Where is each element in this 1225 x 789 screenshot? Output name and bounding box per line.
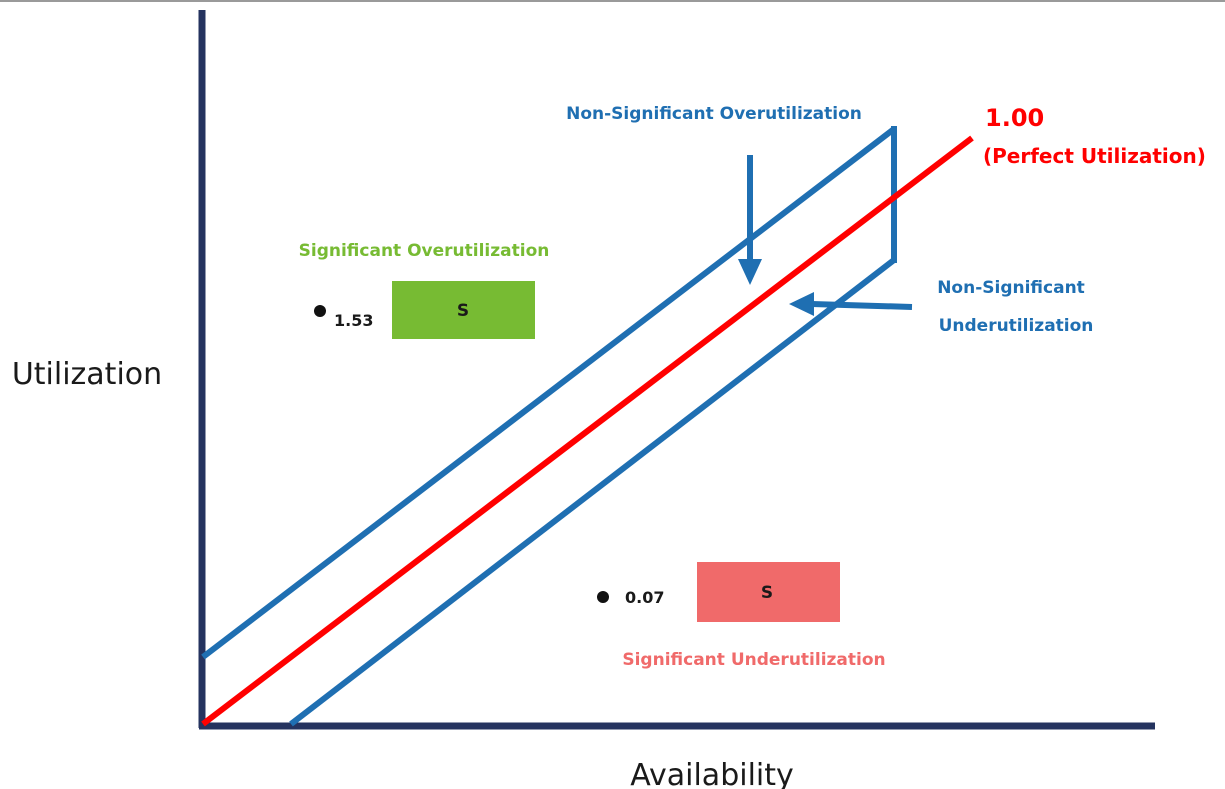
non-significant-under-label-2: Underutilization [939,316,1094,336]
reference-caption: (Perfect Utilization) [983,144,1206,168]
over-significance-badge: S [457,301,469,321]
perfect-utilization-line [201,135,974,727]
under-marker-dot [597,591,609,603]
arrow-left-shaft [811,301,913,310]
under-significance-badge: S [761,583,773,603]
over-significance-box [392,281,535,339]
reference-value: 1.00 [985,104,1044,132]
over-marker-value: 1.53 [334,311,373,330]
band-upper-line [201,126,896,660]
band-lower-line [289,257,896,727]
significant-over-label: Significant Overutilization [299,241,550,261]
top-rule [0,0,1225,2]
arrow-left-head [789,292,814,316]
y-axis-label: Utilization [12,357,162,392]
non-significant-under-label-1: Non-Significant [937,278,1085,298]
over-marker-dot [314,305,326,317]
x-axis-label: Availability [630,758,794,789]
significant-under-label: Significant Underutilization [622,650,885,670]
under-significance-box [697,562,840,622]
non-significant-over-label: Non-Significant Overutilization [566,104,862,124]
under-marker-value: 0.07 [625,588,664,607]
arrow-down-head [738,259,762,285]
